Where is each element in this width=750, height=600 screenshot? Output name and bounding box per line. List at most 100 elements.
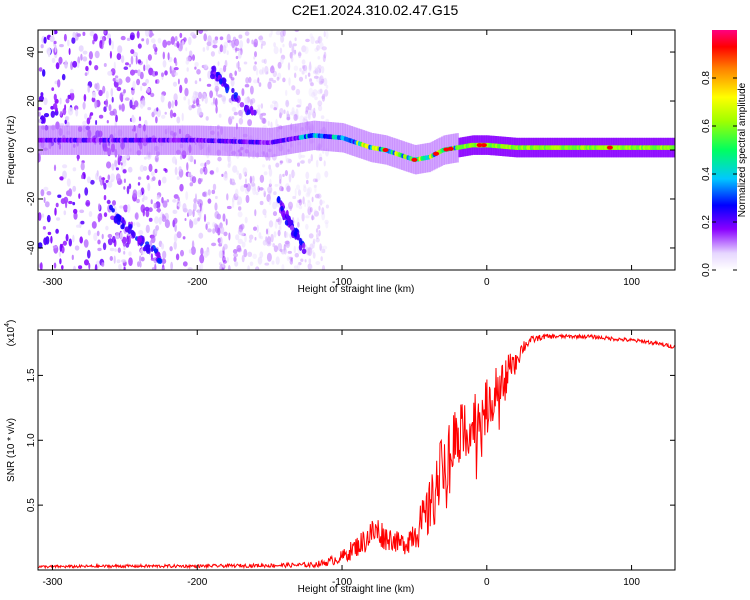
spectrogram-noise-blob [167,52,170,61]
spectrogram-noise-blob [62,240,67,246]
spectrogram-noise-blob [80,220,85,225]
spectrogram-noise-blob [321,93,326,102]
spectrogram-noise-blob [318,80,324,85]
spectrogram-noise-blob [275,118,278,127]
spectrogram-noise-blob [318,68,322,74]
spectrogram-noise-blob [172,209,176,214]
spectrogram-noise-blob [305,215,310,219]
spectrogram-noise-blob [103,212,108,218]
spectrogram-noise-blob [198,232,204,239]
spectrogram-noise-blob [177,78,180,85]
spectrogram-noise-blob [54,44,57,53]
spectrogram-noise-blob [62,164,68,169]
spectrogram-noise-blob [179,154,183,160]
spectrogram-noise-blob [285,206,289,211]
spectrogram-noise-blob [139,261,142,268]
spectrogram-noise-blob [292,43,297,47]
spectrogram-noise-blob [197,264,202,270]
spectrogram-noise-blob [47,231,52,236]
spectrogram-noise-blob [215,105,218,114]
spectrogram-noise-blob [194,80,198,85]
spectrogram-noise-blob [178,166,182,172]
spectrogram-noise-blob [96,230,100,237]
spectrogram-noise-blob [325,221,329,229]
spectrogram-noise-blob [98,89,103,97]
spectrogram-noise-blob [244,84,250,88]
spectrogram-noise-blob [320,256,323,262]
spectrogram-noise-blob [194,61,199,67]
spectrogram-noise-blob [244,31,250,36]
spectrogram-noise-blob [324,219,329,225]
spectrogram-noise-blob [137,69,141,77]
spectrogram-noise-blob [210,51,215,57]
snr-line [38,333,675,570]
spectrogram-noise-blob [279,248,283,253]
spectrogram-noise-blob [83,239,89,248]
spectrogram-noise-blob [115,173,121,182]
spectrogram-noise-blob [179,32,183,39]
snr-y-label: SNR (10 * v/v) [6,418,17,482]
colorbar-tick-label: 0.4 [701,167,712,181]
spectrogram-noise-blob [228,159,232,167]
spectrogram-noise-blob [43,36,47,44]
spectrogram-noise-blob [309,265,313,269]
spectrogram-noise-blob [192,209,195,218]
spectrogram-noise-blob [319,42,324,50]
spectrogram-noise-blob [84,72,88,76]
spectrogram-noise-blob [235,55,239,60]
spectrogram-noise-blob [311,91,316,98]
spectrogram-noise-blob [161,258,167,265]
spectrogram-noise-blob [179,183,184,192]
spectrogram-noise-blob [141,197,145,202]
spectrogram-noise-blob [55,202,59,208]
spectrogram-noise-blob [89,112,94,116]
spectrogram-noise-blob [141,82,147,87]
spectrogram-noise-blob [287,158,292,164]
spectrogram-noise-blob [309,78,313,83]
spectrogram-noise-blob [160,243,165,250]
spectrogram-noise-blob [309,33,313,39]
spectrogram-noise-blob [202,166,206,172]
spectrogram-noise-blob [154,216,159,224]
spectrogram-noise-blob [156,107,159,112]
spectrogram-noise-blob [197,177,202,185]
spectrogram-noise-blob [78,265,83,270]
spectrogram-noise-blob [226,50,229,55]
spectrogram-noise-blob [39,262,43,270]
spectrogram-noise-blob [216,81,220,86]
spectrogram-noise-blob [81,174,84,180]
spectrogram-noise-blob [109,110,115,116]
spectrogram-noise-blob [223,173,228,181]
spectrogram-noise-blob [185,47,188,52]
spectrogram-noise-blob [291,43,294,49]
spectrogram-noise-blob [284,240,290,245]
spectrogram-noise-blob [171,100,174,109]
spectrogram-noise-blob [199,162,205,167]
spectrogram-noise-blob [43,113,50,118]
spectrogram-noise-blob [313,209,317,216]
spectrogram-noise-blob [187,153,191,162]
spectrogram-noise-blob [176,116,181,124]
spectrogram-noise-blob [245,178,247,185]
spectrogram-noise-blob [97,239,101,245]
spectrogram-noise-blob [257,185,261,193]
spectrogram-noise-blob [112,200,116,206]
spectrogram-noise-blob [232,165,238,173]
spectrogram-noise-blob [302,65,308,72]
spectrogram-noise-blob [215,195,218,200]
spectrogram-noise-blob [279,222,282,230]
spectrogram-noise-blob [185,191,189,201]
spectrogram-noise-blob [183,37,187,42]
spectrogram-noise-blob [174,72,178,76]
spectrogram-noise-blob [307,263,312,270]
spectrogram-noise-blob [147,183,151,192]
spectrogram-noise-blob [321,78,325,84]
spectrogram-noise-blob [236,170,239,175]
spectrogram-noise-blob [264,262,270,266]
spectrogram-noise-blob [205,223,208,230]
spectrogram-noise-blob [315,228,319,233]
spectrogram-noise-blob [107,70,113,76]
spectrogram-noise-blob [88,51,93,60]
spectrogram-noise-blob [64,104,67,111]
